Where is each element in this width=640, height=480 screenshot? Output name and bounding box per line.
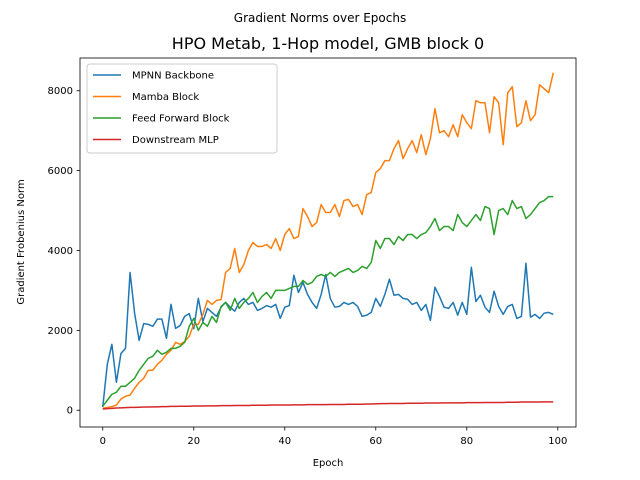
- x-tick-label: 40: [278, 436, 291, 447]
- y-tick-label: 2000: [48, 326, 73, 337]
- legend-label-0: MPNN Backbone: [132, 71, 214, 82]
- series-line-1: [102, 72, 554, 409]
- x-axis: 0 20 40 60 80 100: [100, 427, 567, 447]
- y-tick-label: 6000: [48, 166, 73, 177]
- y-axis: 0 2000 4000 6000 8000: [48, 86, 80, 417]
- legend-label-1: Mamba Block: [132, 92, 199, 103]
- plot-frame: [79, 57, 577, 428]
- y-tick-label: 4000: [48, 246, 73, 257]
- series-line-3: [102, 401, 554, 410]
- y-tick-label: 8000: [48, 86, 73, 97]
- legend-label-2: Feed Forward Block: [132, 114, 230, 125]
- chart-suptitle: Gradient Norms over Epochs: [234, 11, 406, 25]
- x-tick-label: 80: [460, 436, 473, 447]
- x-tick-label: 60: [369, 436, 382, 447]
- legend-label-3: Downstream MLP: [132, 135, 219, 146]
- series-layer: [102, 72, 554, 410]
- x-tick-label: 20: [187, 436, 200, 447]
- y-tick-label: 0: [67, 406, 73, 417]
- x-tick-label: 0: [100, 436, 106, 447]
- x-axis-label: Epoch: [313, 458, 344, 469]
- x-tick-label: 100: [548, 436, 567, 447]
- series-line-0: [102, 262, 554, 408]
- legend-box: [86, 63, 278, 154]
- legend: MPNN Backbone Mamba Block Feed Forward Blo…: [86, 63, 278, 154]
- series-line-2: [102, 195, 554, 407]
- chart-title: HPO Metab, 1-Hop model, GMB block 0: [172, 34, 484, 53]
- y-axis-label: Gradient Frobenius Norm: [16, 179, 27, 304]
